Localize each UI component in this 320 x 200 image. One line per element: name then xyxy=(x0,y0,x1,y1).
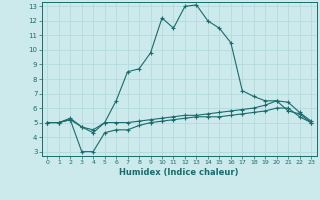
X-axis label: Humidex (Indice chaleur): Humidex (Indice chaleur) xyxy=(119,168,239,177)
